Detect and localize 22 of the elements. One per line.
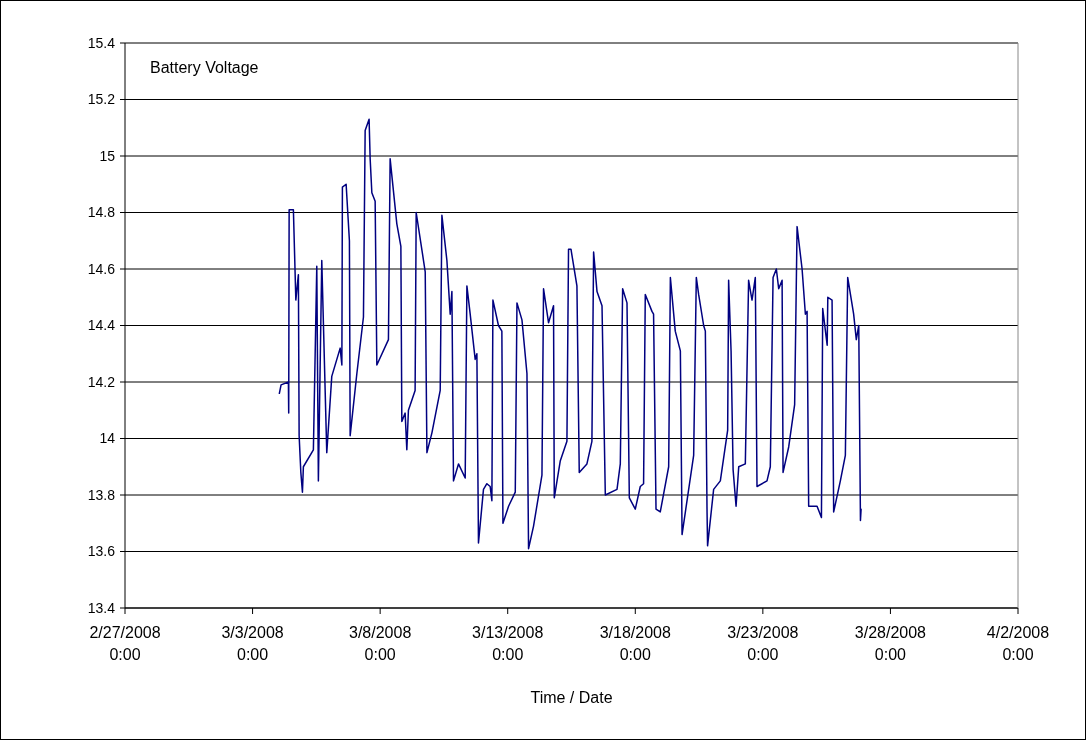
- y-tick-label: 13.8: [87, 486, 116, 503]
- y-tick-label: 15: [99, 147, 116, 164]
- x-tick-label: 3/8/2008 0:00: [349, 624, 412, 663]
- text: Battery Voltage: [150, 59, 259, 76]
- y-tick-label: 13.4: [87, 599, 116, 616]
- y-tick-label: 14.6: [87, 260, 116, 277]
- x-tick-label: 3/18/2008 0:00: [599, 624, 671, 663]
- x-axis-title: Time / Date: [530, 689, 613, 706]
- x-tick-label: 3/28/2008 0:00: [854, 624, 927, 663]
- y-tick-label: 14.2: [87, 373, 116, 390]
- y-tick-label: 13.6: [87, 543, 116, 560]
- y-tick-label: 14.4: [87, 317, 116, 334]
- x-tick-label: 3/23/2008 0:00: [727, 624, 799, 663]
- x-tick-label: 2/27/2008 0:00: [89, 624, 161, 663]
- x-tick-label: 4/2/2008 0:00: [986, 624, 1050, 663]
- y-tick-label: 15.2: [87, 91, 116, 108]
- y-tick-label: 15.4: [87, 34, 116, 51]
- x-tick-label: 3/13/2008 0:00: [472, 624, 544, 663]
- x-tick-label: 3/3/2008 0:00: [221, 624, 284, 663]
- y-tick-label: 14.8: [87, 204, 116, 221]
- y-tick-label: 14: [99, 430, 116, 447]
- line-series: [278, 118, 862, 550]
